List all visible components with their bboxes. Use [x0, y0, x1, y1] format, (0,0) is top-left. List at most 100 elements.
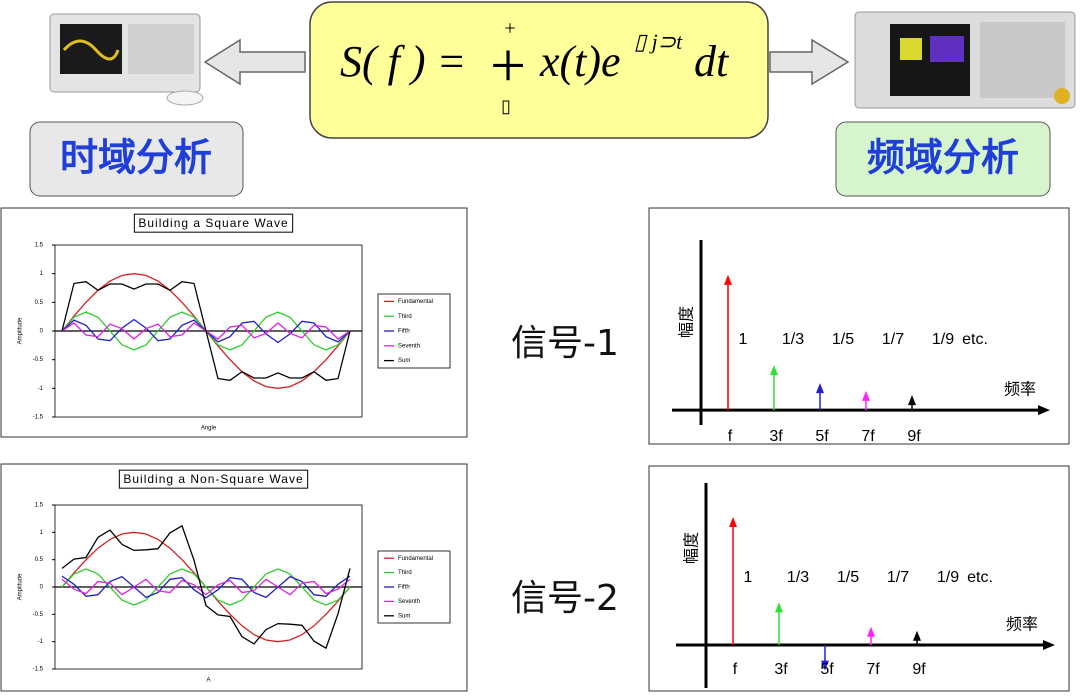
value-label: 1/5: [837, 569, 859, 586]
y-tick-label: -1.5: [33, 667, 44, 673]
formula-box: [309, 1, 769, 139]
y-axis-label: Amplitude: [18, 317, 24, 344]
stem-arrow: [816, 383, 824, 411]
oscilloscope-image: [49, 13, 204, 106]
stem-head: [775, 602, 783, 613]
series-line: [61, 568, 351, 606]
value-label: 1/9: [932, 331, 954, 348]
stem-head: [908, 395, 916, 406]
x-axis-label: 频率: [1006, 615, 1038, 634]
category-label: 9f: [912, 661, 926, 678]
formula-exponent: ▯ j⊃t: [634, 29, 683, 54]
time-domain-box: [29, 121, 244, 197]
legend-label: Sum: [398, 613, 410, 619]
legend-label: Seventh: [398, 343, 420, 349]
formula-lower: ▯: [501, 96, 511, 116]
arrow-right: [769, 38, 850, 86]
y-axis-label: Amplitude: [18, 573, 24, 600]
category-label: 3f: [769, 428, 783, 445]
category-label: 5f: [820, 661, 834, 678]
value-label: 1: [739, 331, 748, 348]
formula-differential: dt: [694, 37, 730, 86]
series-line: [61, 575, 351, 599]
stem-head: [913, 630, 921, 641]
x-axis-label: A: [206, 678, 210, 684]
stem-arrow: [821, 645, 829, 671]
y-tick-label: -0.5: [33, 357, 44, 363]
stem-head: [816, 383, 824, 394]
annotation: etc.: [962, 331, 988, 348]
title-box: [133, 213, 294, 233]
stem-head: [821, 660, 829, 671]
stem-arrow: [724, 274, 732, 411]
stem-arrow: [775, 602, 783, 645]
y-tick-label: 1.5: [35, 243, 44, 249]
formula-integral: +: [490, 30, 526, 101]
stem-arrow: [913, 630, 921, 645]
chart-frame: [648, 207, 1070, 445]
time-domain-label: 时域分析: [60, 136, 212, 180]
chart-title: Building a Square Wave: [138, 216, 288, 230]
legend-label: Third: [398, 314, 412, 320]
legend-label: Fifth: [398, 329, 410, 335]
formula-upper: +: [504, 18, 515, 40]
signal-label: 信号-1: [511, 323, 619, 364]
stem-arrow: [862, 390, 870, 411]
y-tick-label: 1: [40, 530, 44, 536]
formula-lhs: S( f ) =: [340, 37, 466, 86]
value-label: 1/5: [832, 331, 854, 348]
category-label: 7f: [861, 428, 875, 445]
chart-title: Building a Non-Square Wave: [123, 472, 303, 486]
stem-arrow: [908, 395, 916, 411]
chart-frame: [648, 465, 1070, 692]
y-tick-label: 0: [40, 329, 44, 335]
arrow-left: [203, 38, 306, 86]
legend-label: Fundamental: [398, 299, 433, 305]
legend-label: Third: [398, 570, 412, 576]
legend-box: [377, 293, 451, 369]
stem-head: [729, 517, 737, 527]
value-label: 1/9: [937, 569, 959, 586]
legend-box: [377, 550, 451, 624]
value-label: 1/7: [882, 331, 904, 348]
legend-label: Fundamental: [398, 556, 433, 562]
y-tick-label: 1: [40, 271, 44, 277]
stem-head: [862, 390, 870, 401]
y-tick-label: -1.5: [33, 415, 44, 421]
annotation: etc.: [967, 569, 993, 586]
stem-head: [867, 626, 875, 637]
value-label: 1/3: [787, 569, 809, 586]
stem-head: [724, 274, 732, 285]
x-axis-label: Angle: [201, 426, 217, 432]
y-axis-label: 幅度: [682, 532, 701, 564]
frequency-domain-label: 频域分析: [867, 136, 1019, 180]
category-label: 9f: [907, 428, 921, 445]
category-label: f: [728, 428, 733, 445]
value-label: 1/7: [887, 569, 909, 586]
legend-label: Sum: [398, 358, 410, 364]
y-tick-label: -1: [38, 639, 44, 645]
y-tick-label: 0.5: [35, 300, 44, 306]
x-axis-label: 频率: [1004, 380, 1036, 399]
legend-label: Fifth: [398, 585, 410, 591]
series-line: [61, 578, 351, 596]
category-label: 3f: [774, 661, 788, 678]
y-tick-label: 0: [40, 585, 44, 591]
category-label: 5f: [815, 428, 829, 445]
title-box: [118, 469, 309, 489]
series-line: [61, 524, 351, 650]
stem-arrow: [729, 517, 737, 645]
legend-label: Seventh: [398, 599, 420, 605]
value-label: 1/3: [782, 331, 804, 348]
y-tick-label: -0.5: [33, 612, 44, 618]
category-label: f: [733, 661, 738, 678]
x-axis-arrow: [1038, 405, 1050, 416]
spectrum-analyzer-image: [854, 11, 1076, 109]
series-line: [61, 281, 351, 381]
y-tick-label: 0.5: [35, 557, 44, 563]
y-axis-label: 幅度: [677, 306, 696, 338]
value-label: 1: [744, 569, 753, 586]
y-tick-label: 1.5: [35, 503, 44, 509]
frequency-domain-box: [835, 121, 1051, 197]
